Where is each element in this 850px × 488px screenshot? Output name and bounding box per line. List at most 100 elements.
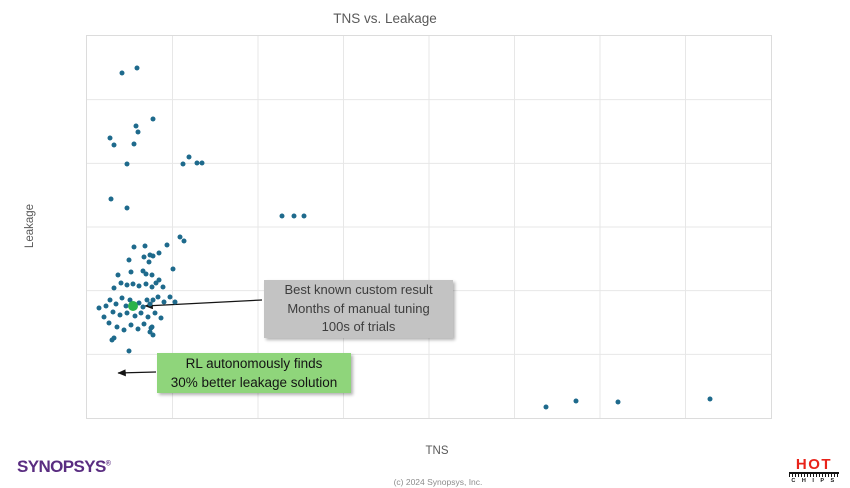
data-point xyxy=(172,299,178,305)
data-point xyxy=(199,160,205,166)
data-point xyxy=(128,322,134,328)
data-point xyxy=(170,266,176,272)
data-point xyxy=(124,161,130,167)
hotchips-ruler-icon xyxy=(789,472,839,477)
data-point xyxy=(143,281,149,287)
data-point xyxy=(291,213,297,219)
data-point xyxy=(128,301,138,311)
data-point xyxy=(118,280,124,286)
data-point xyxy=(127,297,133,303)
data-point xyxy=(543,404,549,410)
annotation-line: RL autonomously finds xyxy=(185,356,323,371)
data-point xyxy=(135,129,141,135)
data-point xyxy=(110,309,116,315)
data-point xyxy=(96,305,102,311)
data-point xyxy=(158,315,164,321)
highlight-point-layer xyxy=(128,301,138,311)
data-point xyxy=(177,234,183,240)
data-point xyxy=(121,327,127,333)
data-point xyxy=(132,313,138,319)
data-point xyxy=(133,123,139,129)
data-point xyxy=(156,250,162,256)
data-point xyxy=(126,257,132,263)
x-axis-label: TNS xyxy=(425,445,449,457)
data-point xyxy=(119,70,125,76)
annotation-arrow-rl-solution xyxy=(117,369,157,377)
data-point xyxy=(150,116,156,122)
data-point xyxy=(150,253,156,259)
annotation-line: Best known custom result xyxy=(284,282,433,298)
data-point xyxy=(119,295,125,301)
hotchips-logo-hot-text: HOT xyxy=(795,456,833,473)
data-point xyxy=(167,294,173,300)
data-point xyxy=(145,314,151,320)
data-point xyxy=(131,244,137,250)
data-point xyxy=(194,160,200,166)
data-point xyxy=(142,243,148,249)
data-point xyxy=(152,310,158,316)
data-point xyxy=(150,332,156,338)
synopsys-logo: SYNOPSYS® xyxy=(17,457,111,477)
data-point xyxy=(181,238,187,244)
data-point xyxy=(615,399,621,405)
data-point xyxy=(124,310,130,316)
data-point xyxy=(144,297,150,303)
data-point xyxy=(136,283,142,289)
data-point xyxy=(148,325,154,331)
chart-title: TNS vs. Leakage xyxy=(333,11,437,26)
data-point xyxy=(111,285,117,291)
data-point xyxy=(301,213,307,219)
data-point xyxy=(123,303,129,309)
data-point xyxy=(117,312,123,318)
data-point xyxy=(106,320,112,326)
y-axis-label: Leakage xyxy=(24,203,36,249)
data-point xyxy=(155,294,161,300)
data-point xyxy=(109,337,115,343)
data-point xyxy=(140,304,146,310)
data-point xyxy=(136,300,142,306)
annotation-line: 100s of trials xyxy=(321,319,396,335)
data-point xyxy=(147,301,153,307)
hotchips-logo: HOT C H I P S xyxy=(789,456,839,484)
annotation-rl-solution: RL autonomously finds 30% better leakage… xyxy=(157,353,351,393)
arrow-layer xyxy=(117,299,263,377)
data-point xyxy=(126,348,132,354)
data-point xyxy=(130,281,136,287)
data-point xyxy=(164,242,170,248)
scatter-layer xyxy=(96,65,713,410)
data-point xyxy=(114,324,120,330)
data-point xyxy=(160,284,166,290)
data-point xyxy=(149,272,155,278)
annotation-arrow-best-known-custom-result xyxy=(144,299,263,310)
annotation-best-known-custom-result: Best known custom result Months of manua… xyxy=(264,280,453,338)
data-point xyxy=(138,310,144,316)
data-point xyxy=(131,141,137,147)
data-point xyxy=(115,272,121,278)
data-point xyxy=(186,154,192,160)
data-point xyxy=(161,299,167,305)
data-point xyxy=(707,396,713,402)
data-point xyxy=(108,196,114,202)
copyright-text: (c) 2024 Synopsys, Inc. xyxy=(393,477,483,487)
data-point xyxy=(146,259,152,265)
data-point xyxy=(279,213,285,219)
data-point xyxy=(101,314,107,320)
hotchips-logo-chips-text: C H I P S xyxy=(791,478,837,484)
annotation-line: 30% better leakage solution xyxy=(170,375,338,390)
data-point xyxy=(111,142,117,148)
data-point xyxy=(128,269,134,275)
data-point xyxy=(107,297,113,303)
annotation-line: Months of manual tuning xyxy=(287,300,430,316)
data-point xyxy=(180,161,186,167)
data-point xyxy=(113,301,119,307)
data-point xyxy=(153,280,159,286)
data-point xyxy=(141,254,147,260)
data-point xyxy=(573,398,579,404)
data-point xyxy=(124,205,130,211)
data-point xyxy=(134,65,140,71)
data-point xyxy=(143,271,149,277)
data-point xyxy=(150,297,156,303)
data-point xyxy=(141,321,147,327)
synopsys-logo-text: SYNOPSYS xyxy=(17,457,106,476)
